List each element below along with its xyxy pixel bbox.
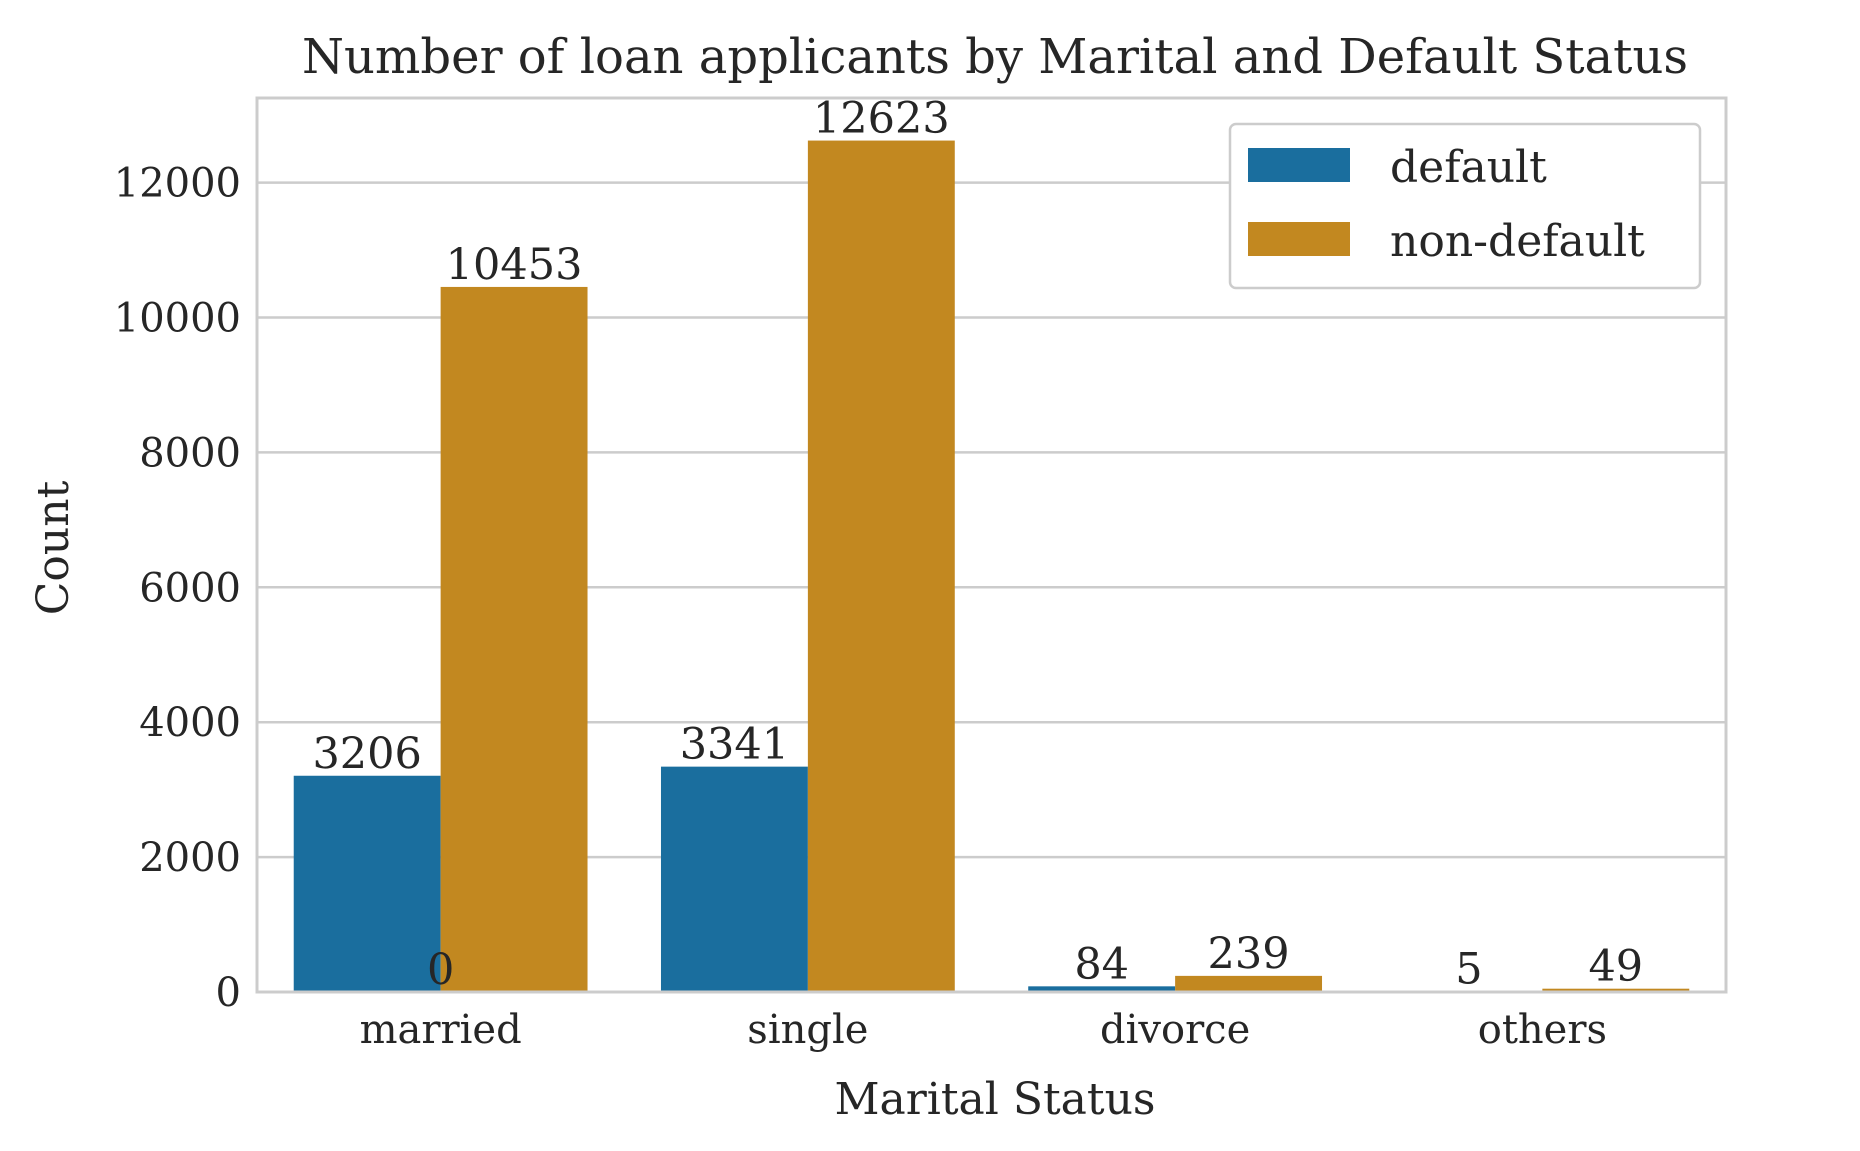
y-tick-12000: 12000 <box>114 161 241 207</box>
x-tick-married: married <box>360 1007 522 1053</box>
x-tick-divorce: divorce <box>1100 1007 1250 1053</box>
bar-labels: 3206 10453 3341 12623 84 239 5 49 0 <box>312 94 1643 995</box>
y-tick-6000: 6000 <box>139 565 241 611</box>
bar-label-default-married: 3206 <box>312 729 421 779</box>
bar-label-extra-zero: 0 <box>427 945 454 995</box>
x-tick-others: others <box>1478 1007 1607 1053</box>
bar-non-default-single <box>807 140 955 993</box>
bar-label-non-default-others: 49 <box>1588 942 1643 992</box>
y-tick-8000: 8000 <box>139 430 241 476</box>
y-tick-0: 0 <box>216 970 241 1016</box>
plot-frame <box>255 96 1728 994</box>
chart-title: Number of loan applicants by Marital and… <box>302 29 1688 85</box>
bar-default-divorce <box>1028 986 1176 992</box>
legend-swatch-default <box>1248 148 1350 182</box>
y-tick-10000: 10000 <box>114 295 241 341</box>
legend-label-default: default <box>1390 142 1547 193</box>
bar-label-non-default-married: 10453 <box>446 240 583 290</box>
bar-label-default-others: 5 <box>1455 945 1482 995</box>
bar-default-married <box>293 775 441 992</box>
y-tick-labels: 0 2000 4000 6000 8000 10000 12000 <box>114 161 241 1016</box>
legend-swatch-non-default <box>1248 222 1350 256</box>
bar-non-default-married <box>440 286 588 993</box>
bar-non-default-divorce <box>1175 975 1323 992</box>
x-tick-labels: married single divorce others <box>360 1007 1607 1053</box>
bar-label-non-default-divorce: 239 <box>1208 929 1290 979</box>
bar-default-single <box>660 766 808 992</box>
legend-label-non-default: non-default <box>1390 216 1645 267</box>
x-tick-single: single <box>747 1007 868 1053</box>
bar-label-default-single: 3341 <box>680 720 789 770</box>
bar-non-default-others <box>1542 988 1690 992</box>
y-tick-4000: 4000 <box>139 700 241 746</box>
x-axis-label: Marital Status <box>834 1074 1155 1125</box>
y-axis-label: Count <box>28 480 79 615</box>
y-tick-2000: 2000 <box>139 835 241 881</box>
bars <box>293 140 1690 993</box>
bar-label-default-divorce: 84 <box>1074 939 1129 989</box>
legend: default non-default <box>1228 122 1702 290</box>
bar-label-non-default-single: 12623 <box>813 94 950 144</box>
